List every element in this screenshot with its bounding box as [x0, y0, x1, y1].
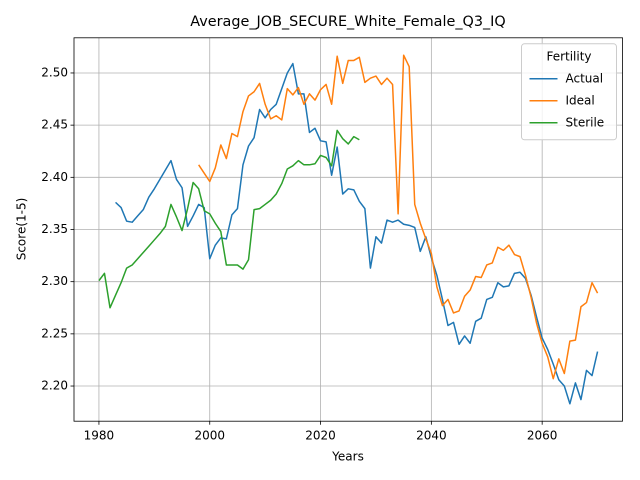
x-tick-label: 2040 [416, 429, 447, 443]
line-series [98, 129, 360, 309]
y-tick-label: 2.50 [41, 65, 68, 79]
chart-title: Average_JOB_SECURE_White_Female_Q3_IQ [190, 14, 506, 30]
legend-label: Ideal [566, 93, 595, 107]
y-tick-label: 2.25 [41, 326, 68, 340]
y-tick-label: 2.35 [41, 222, 68, 236]
plot-frame [73, 37, 623, 422]
x-tick-label: 2000 [194, 429, 225, 443]
legend-label: Sterile [566, 115, 605, 129]
y-tick-label: 2.45 [41, 118, 68, 132]
legend-box [521, 43, 617, 141]
x-tick-label: 1980 [84, 429, 115, 443]
y-tick-label: 2.40 [41, 170, 68, 184]
legend-label: Actual [566, 71, 604, 85]
x-tick-label: 2020 [305, 429, 336, 443]
x-axis-label: Years [331, 450, 364, 464]
x-tick-label: 2060 [527, 429, 558, 443]
legend-title: Fertility [546, 49, 591, 63]
y-axis-label: Score(1-5) [15, 198, 29, 261]
y-tick-label: 2.20 [41, 379, 68, 393]
y-tick-label: 2.30 [41, 274, 68, 288]
line-series [115, 62, 599, 405]
line-series [198, 54, 599, 380]
